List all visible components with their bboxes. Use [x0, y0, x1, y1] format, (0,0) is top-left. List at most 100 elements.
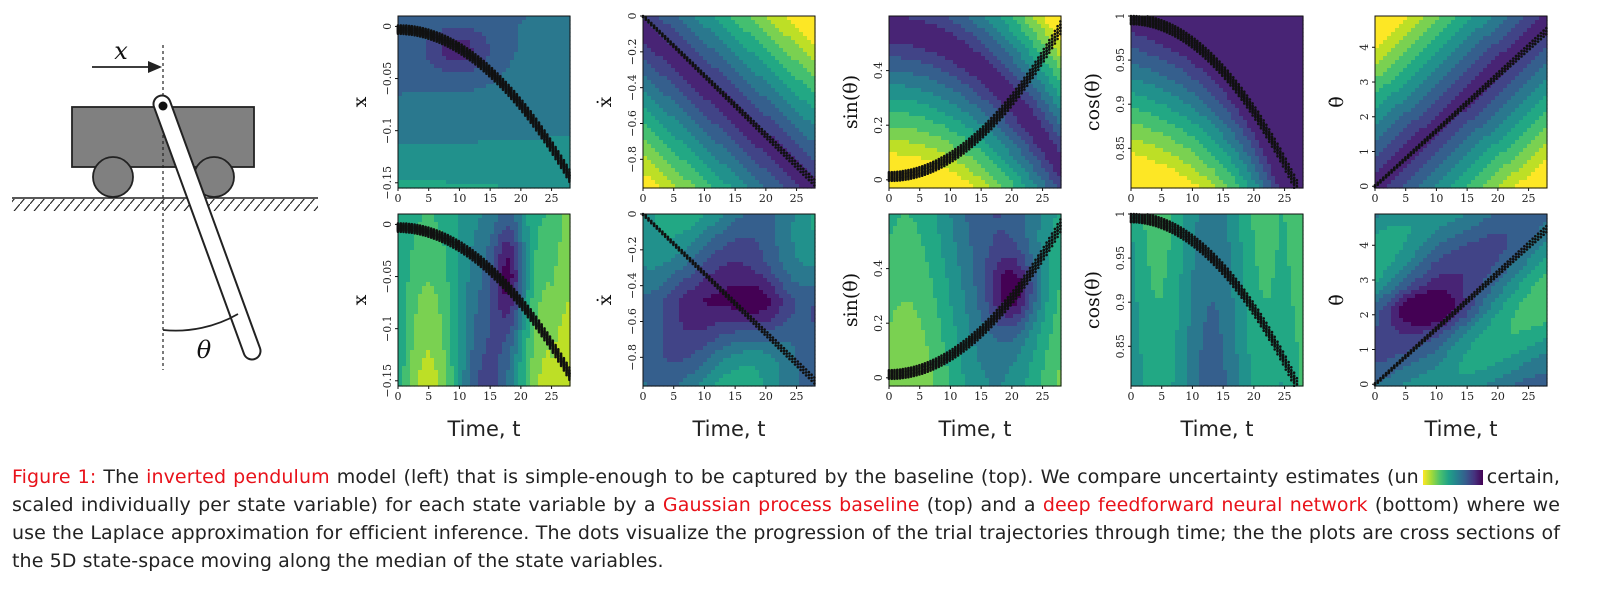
y-axis-label: ẋ: [594, 96, 616, 107]
trajectory-dot: [1185, 35, 1188, 38]
trajectory-dot: [774, 344, 777, 347]
trajectory-dot: [1215, 60, 1218, 64]
trajectory-dot: [644, 16, 648, 19]
trajectory-dot: [1514, 60, 1518, 63]
trajectory-dot: [1212, 54, 1216, 58]
trajectory-dot: [943, 352, 946, 356]
trajectory-dot: [1039, 250, 1043, 253]
trajectory-dot: [1256, 120, 1260, 123]
trajectory-dot: [449, 241, 452, 244]
trajectory-dot: [1520, 49, 1523, 53]
trajectory-dot: [1290, 366, 1293, 369]
trajectory-dot: [1037, 266, 1040, 270]
x-label: x: [114, 37, 128, 65]
trajectory-dot: [543, 135, 546, 138]
trajectory-dot: [1154, 17, 1158, 20]
trajectory-dot: [973, 132, 976, 136]
trajectory-dot: [1292, 378, 1296, 382]
trajectory-dot: [1262, 329, 1265, 333]
trajectory-dot: [1023, 283, 1026, 286]
trajectory-dot: [1056, 232, 1059, 235]
trajectory-dot: [1160, 224, 1163, 227]
trajectory-dot: [1412, 346, 1415, 350]
trajectory-dot: [1523, 49, 1526, 53]
trajectory-dot: [1265, 325, 1268, 328]
trajectory-dot: [666, 235, 670, 239]
y-tick-label: 0.2: [872, 314, 885, 332]
trajectory-dot: [1259, 322, 1263, 325]
trajectory-dot: [1290, 373, 1293, 376]
x-tick-label: 10: [1185, 192, 1199, 205]
trajectory-dot: [702, 72, 706, 75]
trajectory-dot: [1276, 155, 1279, 158]
x-tick-label: 5: [425, 390, 432, 403]
trajectory-dot: [1459, 105, 1462, 108]
trajectory-dot: [529, 319, 532, 323]
trajectory-dot: [507, 92, 510, 95]
x-tick-label: 10: [943, 192, 957, 205]
trajectory-dot: [1251, 111, 1254, 115]
y-axis-label: sin(θ): [840, 273, 862, 327]
trajectory-dot: [1287, 373, 1290, 377]
trajectory-dot: [1245, 106, 1249, 109]
trajectory-dot: [1434, 326, 1438, 329]
trajectory-dot: [548, 344, 552, 347]
trajectory-dot: [1042, 248, 1046, 252]
trajectory-dot: [802, 365, 805, 369]
trajectory-dot: [1204, 248, 1207, 251]
trajectory-dot: [1009, 94, 1012, 98]
trajectory-dot: [1243, 291, 1246, 295]
trajectory-dot: [1290, 178, 1293, 181]
trajectory-dot: [1031, 265, 1034, 268]
trajectory-dot: [1168, 220, 1171, 223]
trajectory-dot: [1162, 225, 1166, 228]
trajectory-dot: [744, 314, 747, 317]
trajectory-dot: [1017, 86, 1021, 90]
trajectory-dot: [507, 290, 510, 293]
trajectory-dot: [1193, 41, 1196, 44]
trajectory-dot: [1259, 118, 1263, 121]
trajectory-dot: [1445, 316, 1449, 319]
trajectory-dot: [1539, 31, 1543, 35]
trajectory-dot: [1243, 90, 1246, 93]
y-tick-label: −0.05: [381, 260, 394, 294]
trajectory-dot: [1511, 59, 1515, 63]
trajectory-dot: [1140, 219, 1144, 222]
ground-hatch: [12, 199, 318, 211]
trajectory-dot: [1204, 244, 1207, 248]
trajectory-dot: [771, 338, 775, 342]
trajectory-dot: [1193, 44, 1196, 48]
trajectory-dot: [557, 354, 560, 357]
trajectory-dot: [768, 140, 772, 144]
trajectory-dot: [799, 362, 802, 366]
trajectory-dot: [1415, 343, 1418, 347]
trajectory-dot: [1025, 273, 1029, 276]
x-tick-label: 25: [1522, 192, 1536, 205]
trajectory-dot: [1160, 216, 1163, 220]
trajectory-dot: [1001, 313, 1004, 317]
trajectory-dot: [1023, 79, 1026, 82]
trajectory-dot: [1039, 255, 1043, 259]
trajectory-dot: [967, 335, 971, 339]
trajectory-dot: [1045, 43, 1048, 46]
trajectory-dot: [1196, 237, 1199, 241]
trajectory-dot: [1140, 21, 1144, 24]
trajectory-dot: [1056, 222, 1059, 226]
trajectory-dot: [1031, 268, 1034, 271]
trajectory-dot: [1149, 217, 1152, 220]
trajectory-dot: [749, 119, 753, 122]
trajectory-dot: [501, 286, 505, 290]
trajectory-dot: [990, 314, 993, 318]
trajectory-dot: [774, 143, 777, 147]
trajectory-dot: [454, 49, 458, 53]
trajectory-dot: [1034, 270, 1037, 274]
trajectory-dot: [1006, 102, 1010, 106]
trajectory-dot: [1034, 267, 1037, 270]
trajectory-dot: [1135, 17, 1138, 20]
trajectory-dot: [755, 322, 758, 326]
trajectory-dot: [429, 233, 433, 236]
trajectory-dot: [1232, 281, 1235, 284]
trajectory-dot: [1281, 159, 1285, 162]
trajectory-dot: [1165, 21, 1169, 24]
